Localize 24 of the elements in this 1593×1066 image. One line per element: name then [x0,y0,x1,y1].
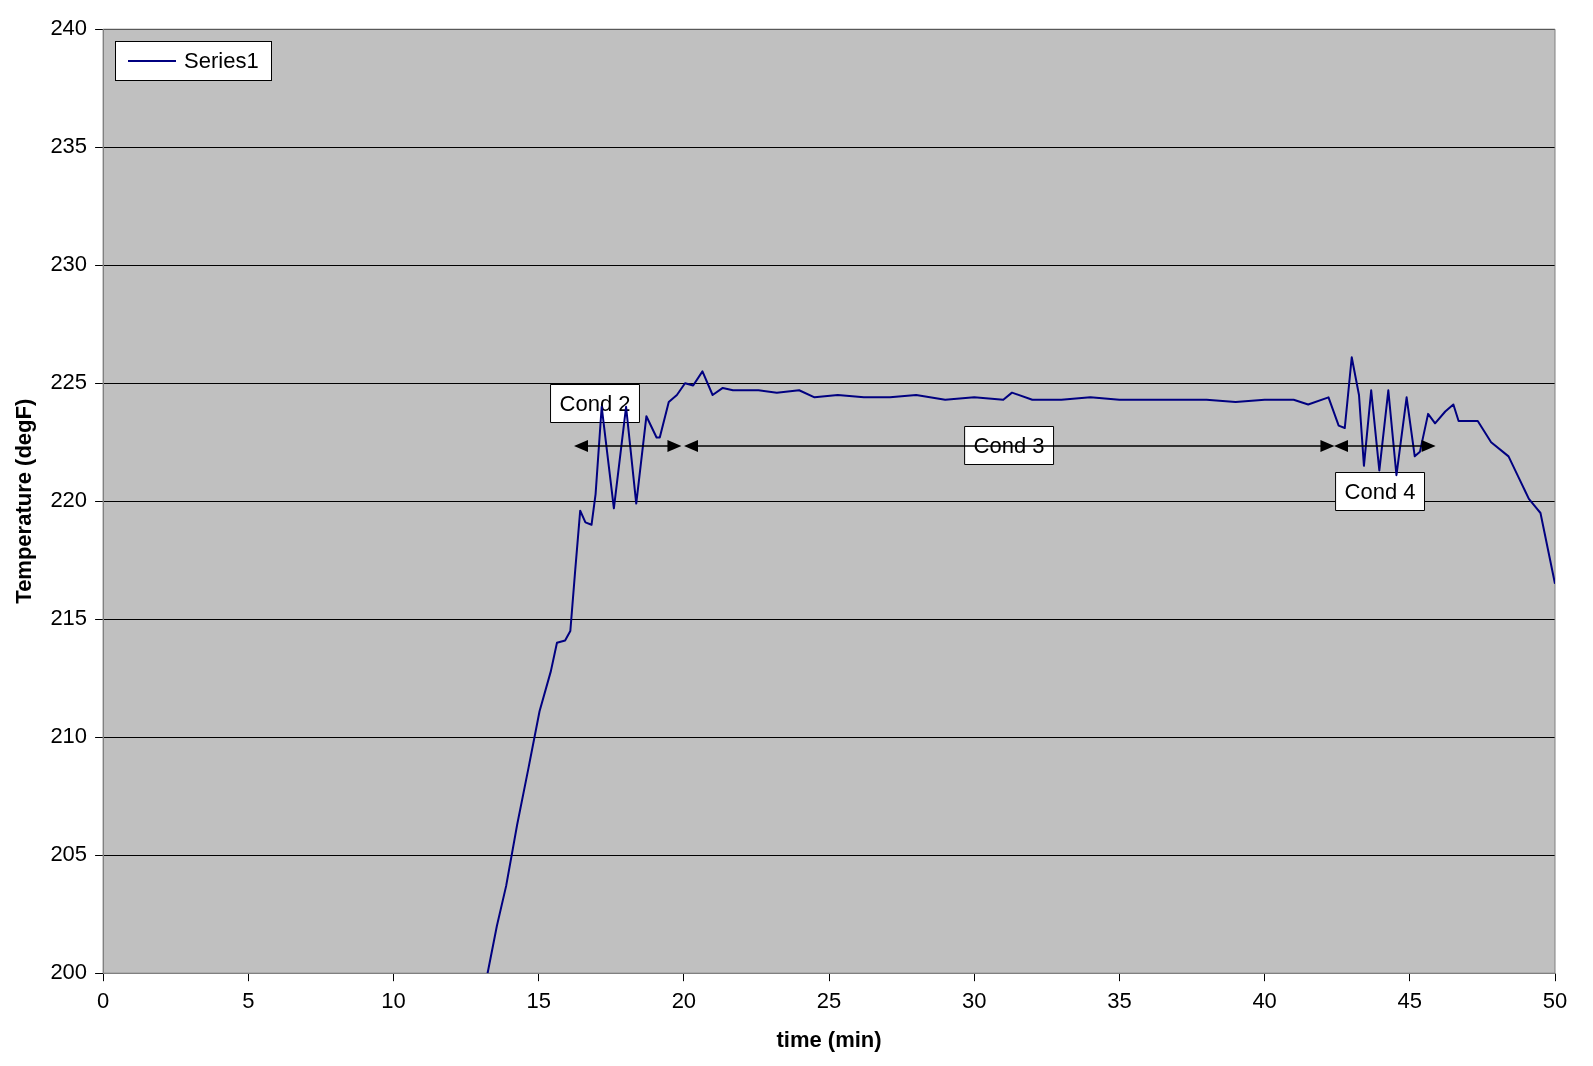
annotation: Cond 4 [1344,478,1416,504]
x-tick-label: 30 [962,988,987,1014]
legend-label: Series1 [184,48,259,75]
y-tick-label: 230 [50,251,88,277]
y-tick-label: 200 [50,959,88,985]
y-axis-title: Temperature (degF) [11,398,37,604]
x-tick-label: 5 [242,988,255,1014]
x-tick-label: 50 [1542,988,1568,1014]
x-tick-label: 20 [671,988,697,1014]
x-tick-label: 15 [526,988,551,1014]
y-tick-label: 220 [50,487,88,513]
x-tick-label: 10 [381,988,406,1014]
x-tick-label: 0 [96,988,110,1014]
x-tick-label: 40 [1252,988,1277,1014]
x-tick-label: 45 [1397,988,1423,1014]
y-tick-label: 225 [50,369,88,395]
y-tick-label: 215 [50,605,88,631]
y-tick-label: 235 [50,133,88,159]
y-tick-label: 210 [50,723,88,749]
y-tick-label: 205 [50,841,88,867]
x-tick-label: 35 [1107,988,1132,1014]
y-tick-label: 240 [50,15,88,41]
x-tick-label: 25 [816,988,842,1014]
x-axis-title: time (min) [776,1026,882,1052]
